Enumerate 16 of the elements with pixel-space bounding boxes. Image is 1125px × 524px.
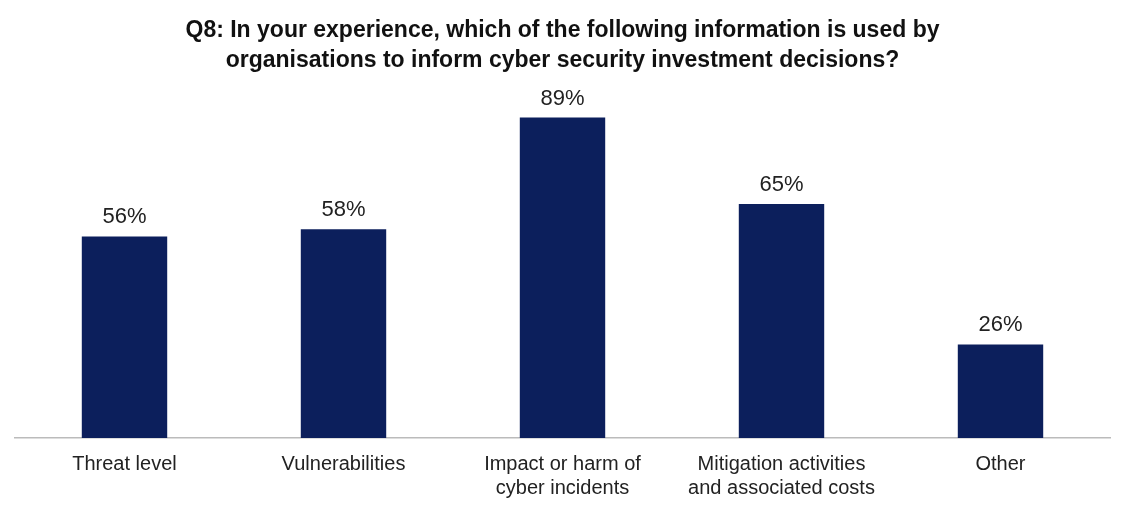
- data-label: 65%: [759, 171, 804, 197]
- x-tick-label: Vulnerabilities: [281, 451, 406, 474]
- x-tick-label: Mitigation activities and associated costs: [688, 451, 875, 498]
- data-label: 89%: [540, 84, 585, 110]
- bar: [738, 204, 825, 438]
- data-label: 56%: [102, 203, 147, 229]
- data-label: 58%: [321, 196, 366, 222]
- data-label: 26%: [978, 311, 1023, 337]
- x-tick-label: Impact or harm of cyber incidents: [484, 451, 642, 498]
- bar: [81, 236, 168, 438]
- x-tick-label: Other: [975, 451, 1026, 474]
- chart-title: Q8: In your experience, which of the following information is used by organisations to inform cyber security investment decisions?: [184, 15, 941, 74]
- bar: [957, 344, 1044, 438]
- bar: [519, 117, 606, 438]
- x-tick-label: Threat level: [72, 451, 177, 474]
- bar: [300, 229, 387, 438]
